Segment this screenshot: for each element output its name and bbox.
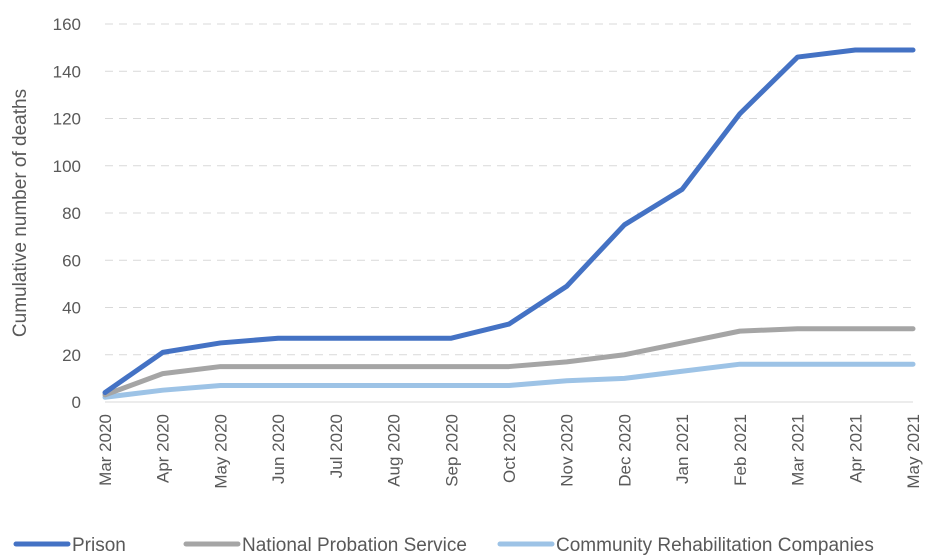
y-tick-label: 0	[72, 393, 81, 412]
series-line-prison	[102, 47, 916, 396]
y-tick-label: 40	[62, 299, 81, 318]
x-tick-label: Apr 2020	[154, 414, 173, 483]
y-axis-title: Cumulative number of deaths	[10, 89, 31, 337]
y-tick-label: 140	[53, 62, 81, 81]
series-line-national-probation-service	[102, 326, 916, 398]
x-tick-label: May 2021	[904, 414, 923, 489]
x-tick-label: Nov 2020	[558, 414, 577, 487]
series-lines	[102, 47, 916, 400]
legend-label: Community Rehabilitation Companies	[556, 535, 874, 555]
x-tick-label: Feb 2021	[731, 414, 750, 486]
x-tick-label: Jan 2021	[673, 414, 692, 484]
y-tick-label: 60	[62, 251, 81, 270]
x-axis-tick-labels: Mar 2020 Apr 2020 May 2020 Jun 2020 Jul 2020…	[96, 414, 923, 489]
x-tick-label: Sep 2020	[442, 414, 461, 487]
legend-label: Prison	[72, 535, 126, 555]
x-tick-label: Mar 2021	[789, 414, 808, 486]
series-line-community-rehabilitation-companies	[102, 361, 916, 400]
x-tick-label: May 2020	[211, 414, 230, 489]
x-tick-label: Oct 2020	[500, 414, 519, 483]
legend-label: National Probation Service	[242, 535, 467, 555]
gridlines	[105, 23, 913, 403]
y-tick-label: 100	[53, 157, 81, 176]
x-tick-label: Jul 2020	[327, 414, 346, 478]
legend: Prison National Probation Service Communit…	[13, 535, 874, 555]
x-tick-label: Aug 2020	[385, 414, 404, 487]
x-tick-label: Apr 2021	[846, 414, 865, 483]
y-tick-label: 20	[62, 346, 81, 365]
y-tick-label: 120	[53, 110, 81, 129]
y-axis-tick-labels: 0 20 40 60 80 100 120 140 160	[53, 15, 81, 412]
y-tick-label: 160	[53, 15, 81, 34]
x-tick-label: Jun 2020	[269, 414, 288, 484]
x-tick-label: Dec 2020	[615, 414, 634, 487]
y-tick-label: 80	[62, 204, 81, 223]
x-tick-label: Mar 2020	[96, 414, 115, 486]
